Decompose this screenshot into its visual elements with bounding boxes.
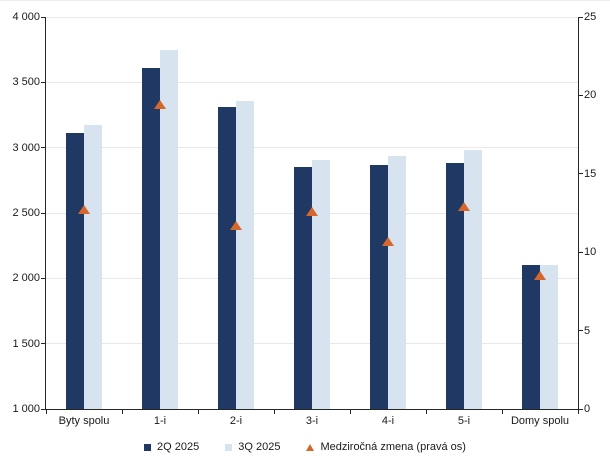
bar-3q-2025-4-i [388, 155, 406, 409]
bottom-axis-tick [501, 410, 503, 414]
bar-2q-2025-2-i [218, 107, 236, 409]
bar-3q-2025-Byty spolu [84, 124, 102, 409]
bar-2q-2025-Domy spolu [522, 265, 540, 409]
left-axis-tick [41, 343, 45, 345]
triangle-marker-Domy spolu [534, 271, 546, 281]
bottom-axis-tick [273, 410, 275, 414]
right-axis-tick [579, 408, 583, 410]
right-axis-tick-label: 5 [584, 324, 591, 337]
left-axis-tick [41, 277, 45, 279]
triangle-marker-1-i [154, 100, 166, 110]
legend-item-3q2025: 3Q 2025 [225, 441, 280, 453]
right-axis-tick-label: 25 [584, 11, 597, 23]
bar-3q-2025-1-i [160, 50, 178, 409]
category-label-4-i: 4-i [381, 415, 395, 427]
right-axis-tick-label: 15 [584, 167, 597, 180]
left-axis-tick-label: 3 500 [12, 76, 40, 89]
bar-2q-2025-Byty spolu [66, 133, 84, 409]
legend-square-icon-2q2025 [144, 443, 152, 451]
right-axis-line [578, 17, 579, 409]
bar-3q-2025-3-i [312, 160, 330, 409]
chart-legend: 2Q 2025 3Q 2025 Medziročná zmena (pravá … [0, 439, 610, 455]
left-axis-tick-label: 1 000 [12, 403, 40, 415]
category-label-1-i: 1-i [153, 415, 167, 427]
gridline [46, 147, 578, 149]
bottom-axis-tick [197, 410, 199, 414]
left-axis-tick [41, 408, 45, 410]
left-axis-tick [41, 147, 45, 149]
triangle-marker-5-i [458, 202, 470, 212]
right-axis-tick [579, 94, 583, 96]
category-label-5-i: 5-i [457, 415, 471, 427]
left-axis-tick [41, 81, 45, 83]
legend-label-2q2025: 2Q 2025 [157, 441, 200, 453]
right-axis-tick [579, 330, 583, 332]
bar-2q-2025-5-i [446, 163, 464, 409]
left-axis-line [45, 17, 46, 409]
left-axis-tick-label: 4 000 [12, 11, 40, 23]
legend-item-medzirocna-zmena: Medziročná zmena (pravá os) [306, 441, 466, 453]
left-axis-tick [41, 212, 45, 214]
triangle-marker-3-i [306, 206, 318, 216]
bar-2q-2025-1-i [142, 67, 160, 409]
bar-3q-2025-2-i [236, 100, 254, 409]
gridline [46, 16, 578, 18]
legend-triangle-icon-medzirocna-zmena [306, 443, 315, 451]
triangle-marker-4-i [382, 236, 394, 246]
right-axis-tick [579, 16, 583, 18]
legend-item-2q2025: 2Q 2025 [144, 441, 199, 453]
gridline [46, 81, 578, 83]
category-label-domy-spolu: Domy spolu [510, 415, 570, 427]
bottom-axis-tick [425, 410, 427, 414]
category-label-2-i: 2-i [229, 415, 243, 427]
bottom-axis-line [45, 409, 579, 410]
bottom-axis-tick [577, 410, 579, 414]
left-axis-tick-label: 2 000 [12, 272, 40, 285]
right-axis-tick [579, 251, 583, 253]
left-axis-tick-label: 1 500 [12, 337, 40, 350]
category-label-3-i: 3-i [305, 415, 319, 427]
bar-3q-2025-5-i [464, 149, 482, 409]
legend-label-medzirocna-zmena: Medziročná zmena (pravá os) [320, 441, 466, 453]
bottom-axis-tick [45, 410, 47, 414]
left-axis-tick [41, 16, 45, 18]
right-axis-tick-label: 0 [584, 403, 591, 415]
left-axis-tick-label: 3 000 [12, 141, 40, 154]
triangle-marker-2-i [230, 221, 242, 231]
bar-3q-2025-Domy spolu [540, 264, 558, 409]
triangle-marker-Byty spolu [78, 205, 90, 215]
category-label-byty-spolu: Byty spolu [58, 415, 110, 427]
right-axis-tick-label: 20 [584, 89, 597, 102]
bar-2q-2025-3-i [294, 167, 312, 409]
legend-square-icon-3q2025 [225, 443, 233, 451]
legend-label-3q2025: 3Q 2025 [238, 441, 281, 453]
bar-2q-2025-4-i [370, 164, 388, 409]
bottom-axis-tick [349, 410, 351, 414]
left-axis-tick-label: 2 500 [12, 207, 40, 219]
right-axis-tick [579, 173, 583, 175]
bottom-axis-tick [121, 410, 123, 414]
right-axis-tick-label: 10 [584, 246, 597, 259]
